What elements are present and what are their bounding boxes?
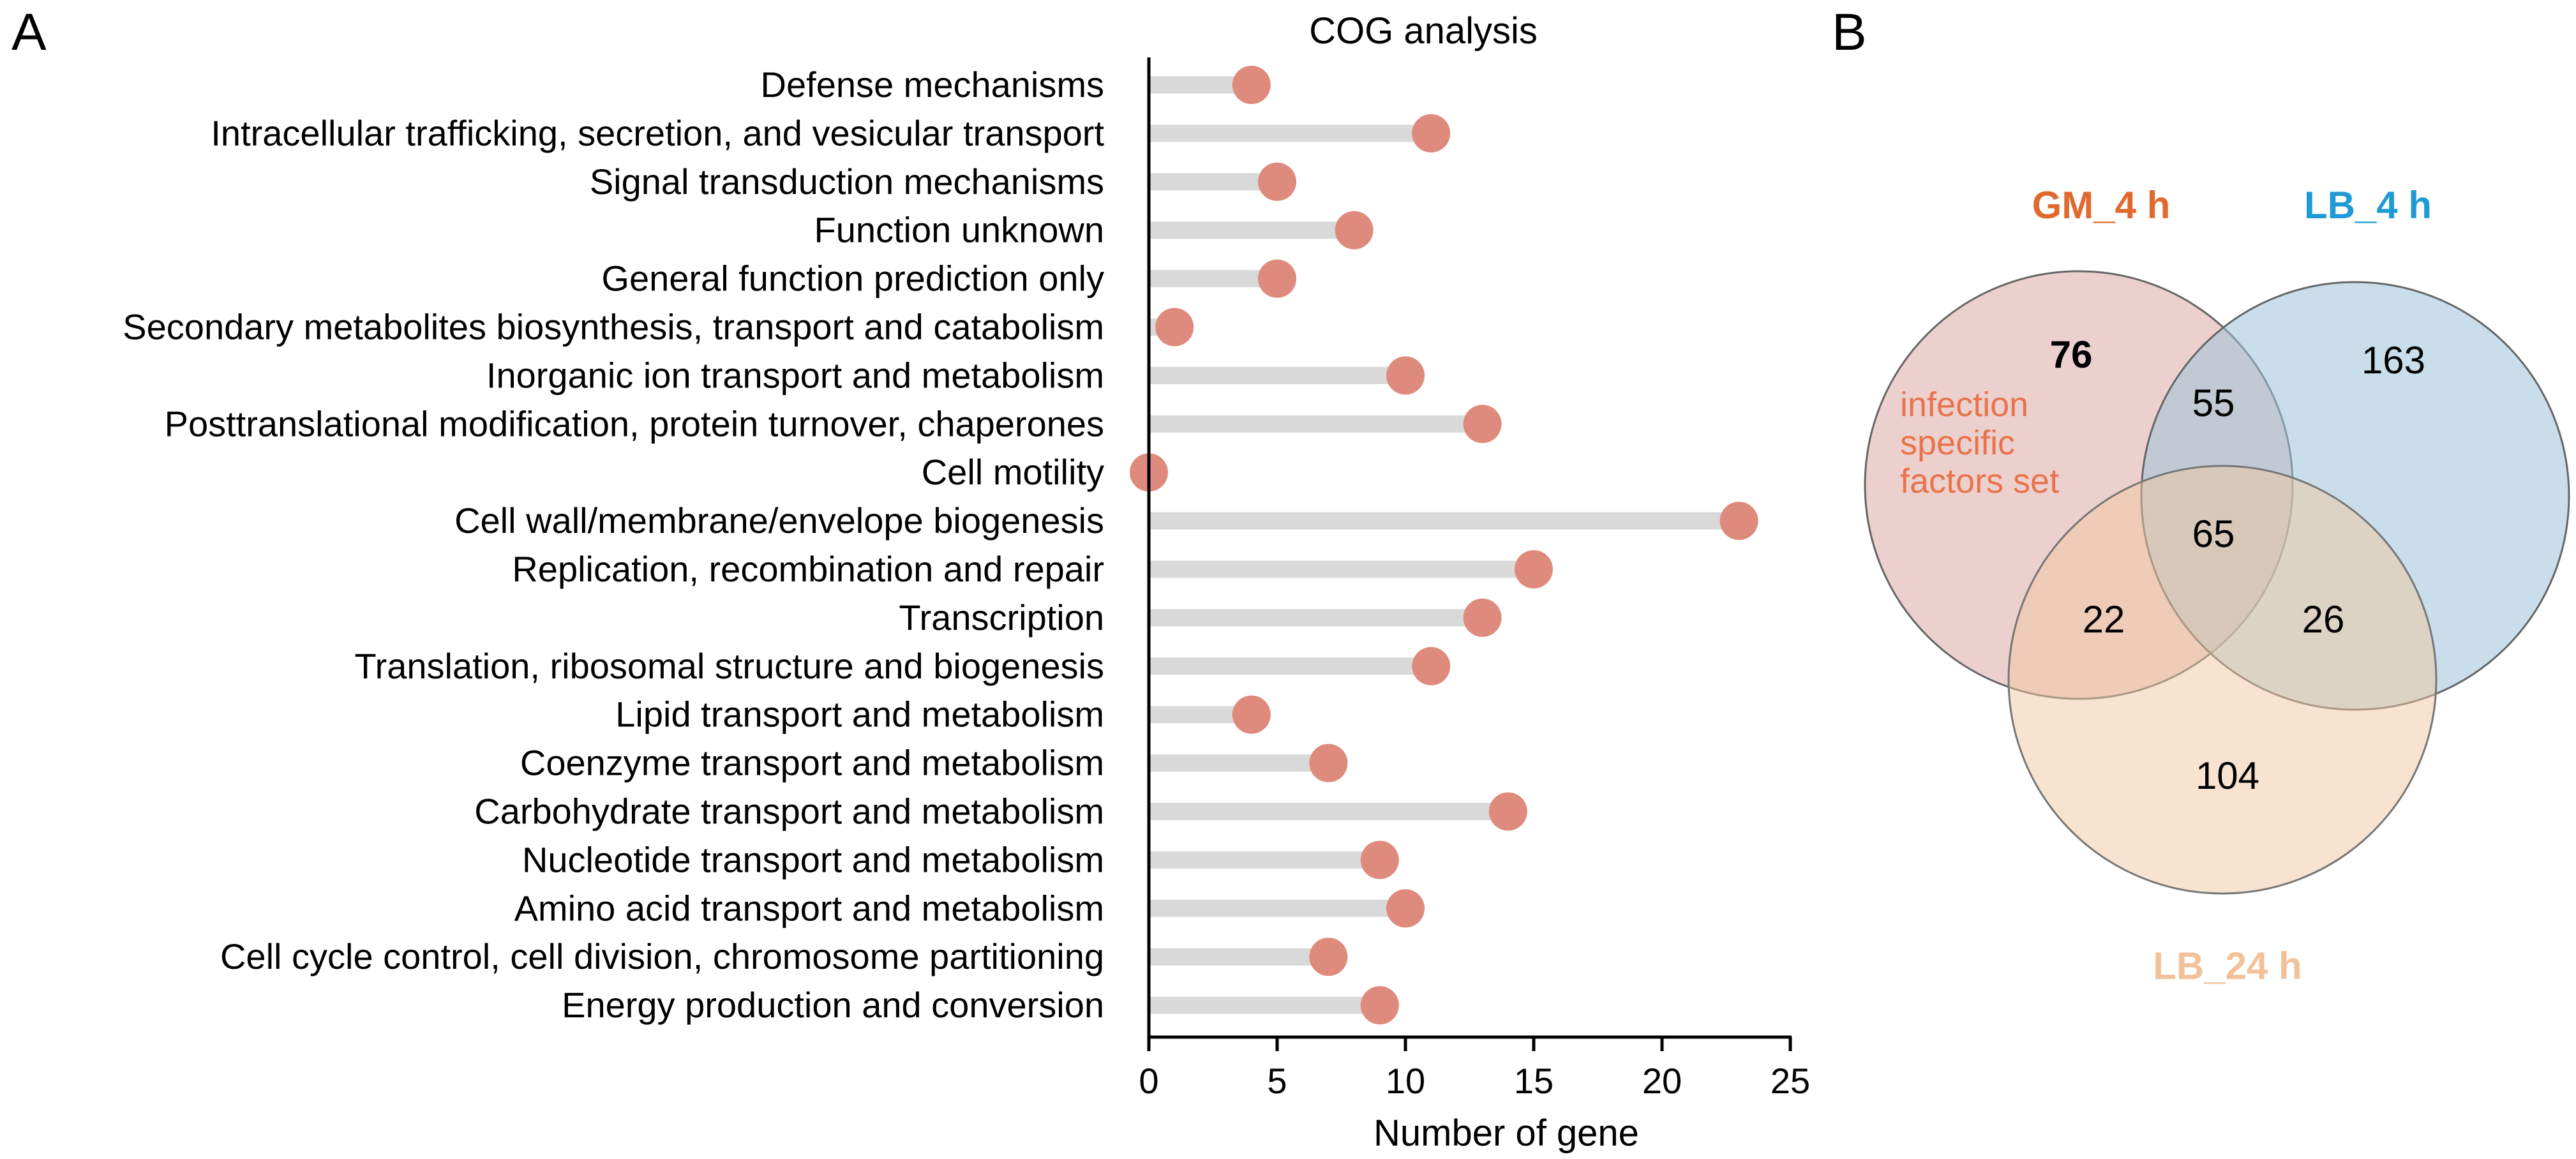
data-point-14 bbox=[1309, 744, 1348, 782]
category-label-9: Cell wall/membrane/envelope biogenesis bbox=[454, 500, 1104, 541]
category-label-10: Replication, recombination and repair bbox=[512, 549, 1104, 589]
category-label-6: Inorganic ion transport and metabolism bbox=[486, 355, 1104, 395]
region-gm-lb4: 55 bbox=[2192, 382, 2235, 424]
category-label-2: Signal transduction mechanisms bbox=[590, 161, 1104, 202]
data-point-7 bbox=[1463, 405, 1502, 444]
x-tick-label-0: 0 bbox=[1139, 1061, 1158, 1101]
venn-circle-lb-24h bbox=[2007, 465, 2437, 895]
set-label-lb-4h: LB_4 h bbox=[2304, 184, 2432, 227]
category-label-0: Defense mechanisms bbox=[761, 64, 1104, 105]
venn-diagram: GM_4 h LB_4 h LB_24 h 76 infection speci… bbox=[1864, 184, 2570, 987]
data-point-13 bbox=[1232, 695, 1271, 734]
region-gm-lb24: 22 bbox=[2083, 598, 2125, 641]
x-ticks: 0 5 10 15 20 25 bbox=[1139, 1037, 1810, 1101]
data-point-18 bbox=[1309, 938, 1348, 976]
region-lb24-only: 104 bbox=[2196, 754, 2259, 797]
category-label-15: Carbohydrate transport and metabolism bbox=[474, 791, 1104, 832]
annotation-line-2: specific bbox=[1900, 424, 2015, 462]
data-point-16 bbox=[1360, 841, 1399, 879]
region-lb4-only: 163 bbox=[2362, 339, 2425, 382]
cog-lollipop-chart: COG analysis Defense mechanisms Intracell… bbox=[123, 10, 1810, 1154]
category-label-1: Intracellular trafficking, secretion, an… bbox=[211, 113, 1104, 153]
panel-b-label: B bbox=[1832, 3, 1867, 61]
data-point-2 bbox=[1258, 162, 1296, 201]
category-label-11: Transcription bbox=[899, 597, 1104, 638]
category-labels: Defense mechanisms Intracellular traffick… bbox=[123, 64, 1104, 1025]
category-label-8: Cell motility bbox=[922, 452, 1104, 492]
region-lb4-lb24: 26 bbox=[2302, 598, 2345, 641]
category-label-4: General function prediction only bbox=[601, 258, 1104, 299]
x-tick-label-1: 5 bbox=[1267, 1061, 1287, 1101]
data-point-12 bbox=[1412, 647, 1451, 685]
panel-a-label: A bbox=[11, 3, 47, 61]
dots-layer bbox=[1130, 66, 1758, 1025]
stems-layer bbox=[1149, 76, 1739, 1014]
category-label-19: Energy production and conversion bbox=[562, 985, 1104, 1025]
x-tick-label-3: 15 bbox=[1514, 1061, 1554, 1101]
x-tick-label-5: 25 bbox=[1771, 1061, 1810, 1101]
data-point-9 bbox=[1719, 502, 1758, 541]
data-point-17 bbox=[1386, 889, 1425, 928]
data-point-1 bbox=[1412, 114, 1451, 153]
x-axis-label: Number of gene bbox=[1374, 1112, 1639, 1154]
data-point-10 bbox=[1515, 550, 1553, 588]
category-label-13: Lipid transport and metabolism bbox=[615, 694, 1104, 735]
category-label-17: Amino acid transport and metabolism bbox=[514, 888, 1104, 928]
set-label-lb-24h: LB_24 h bbox=[2153, 945, 2302, 987]
annotation-line-1: infection bbox=[1900, 385, 2028, 424]
data-point-0 bbox=[1232, 66, 1271, 104]
annotation-line-3: factors set bbox=[1900, 462, 2059, 500]
category-label-16: Nucleotide transport and metabolism bbox=[522, 839, 1104, 879]
data-point-19 bbox=[1360, 986, 1399, 1025]
category-label-7: Posttranslational modification, protein … bbox=[165, 403, 1104, 444]
data-point-15 bbox=[1488, 792, 1527, 831]
category-label-18: Cell cycle control, cell division, chrom… bbox=[220, 936, 1104, 976]
category-label-5: Secondary metabolites biosynthesis, tran… bbox=[123, 307, 1104, 347]
data-point-4 bbox=[1258, 259, 1296, 298]
category-label-3: Function unknown bbox=[814, 210, 1104, 250]
set-label-gm-4h: GM_4 h bbox=[2032, 184, 2171, 227]
data-point-6 bbox=[1386, 356, 1425, 395]
region-all: 65 bbox=[2192, 512, 2235, 555]
chart-title: COG analysis bbox=[1309, 10, 1538, 52]
region-gm-only: 76 bbox=[2050, 333, 2093, 376]
data-point-11 bbox=[1463, 598, 1502, 637]
data-point-3 bbox=[1335, 211, 1374, 250]
category-label-12: Translation, ribosomal structure and bio… bbox=[354, 646, 1104, 686]
x-tick-label-2: 10 bbox=[1386, 1061, 1425, 1101]
x-tick-label-4: 20 bbox=[1642, 1061, 1682, 1101]
category-label-14: Coenzyme transport and metabolism bbox=[520, 743, 1104, 783]
data-point-5 bbox=[1155, 308, 1194, 347]
